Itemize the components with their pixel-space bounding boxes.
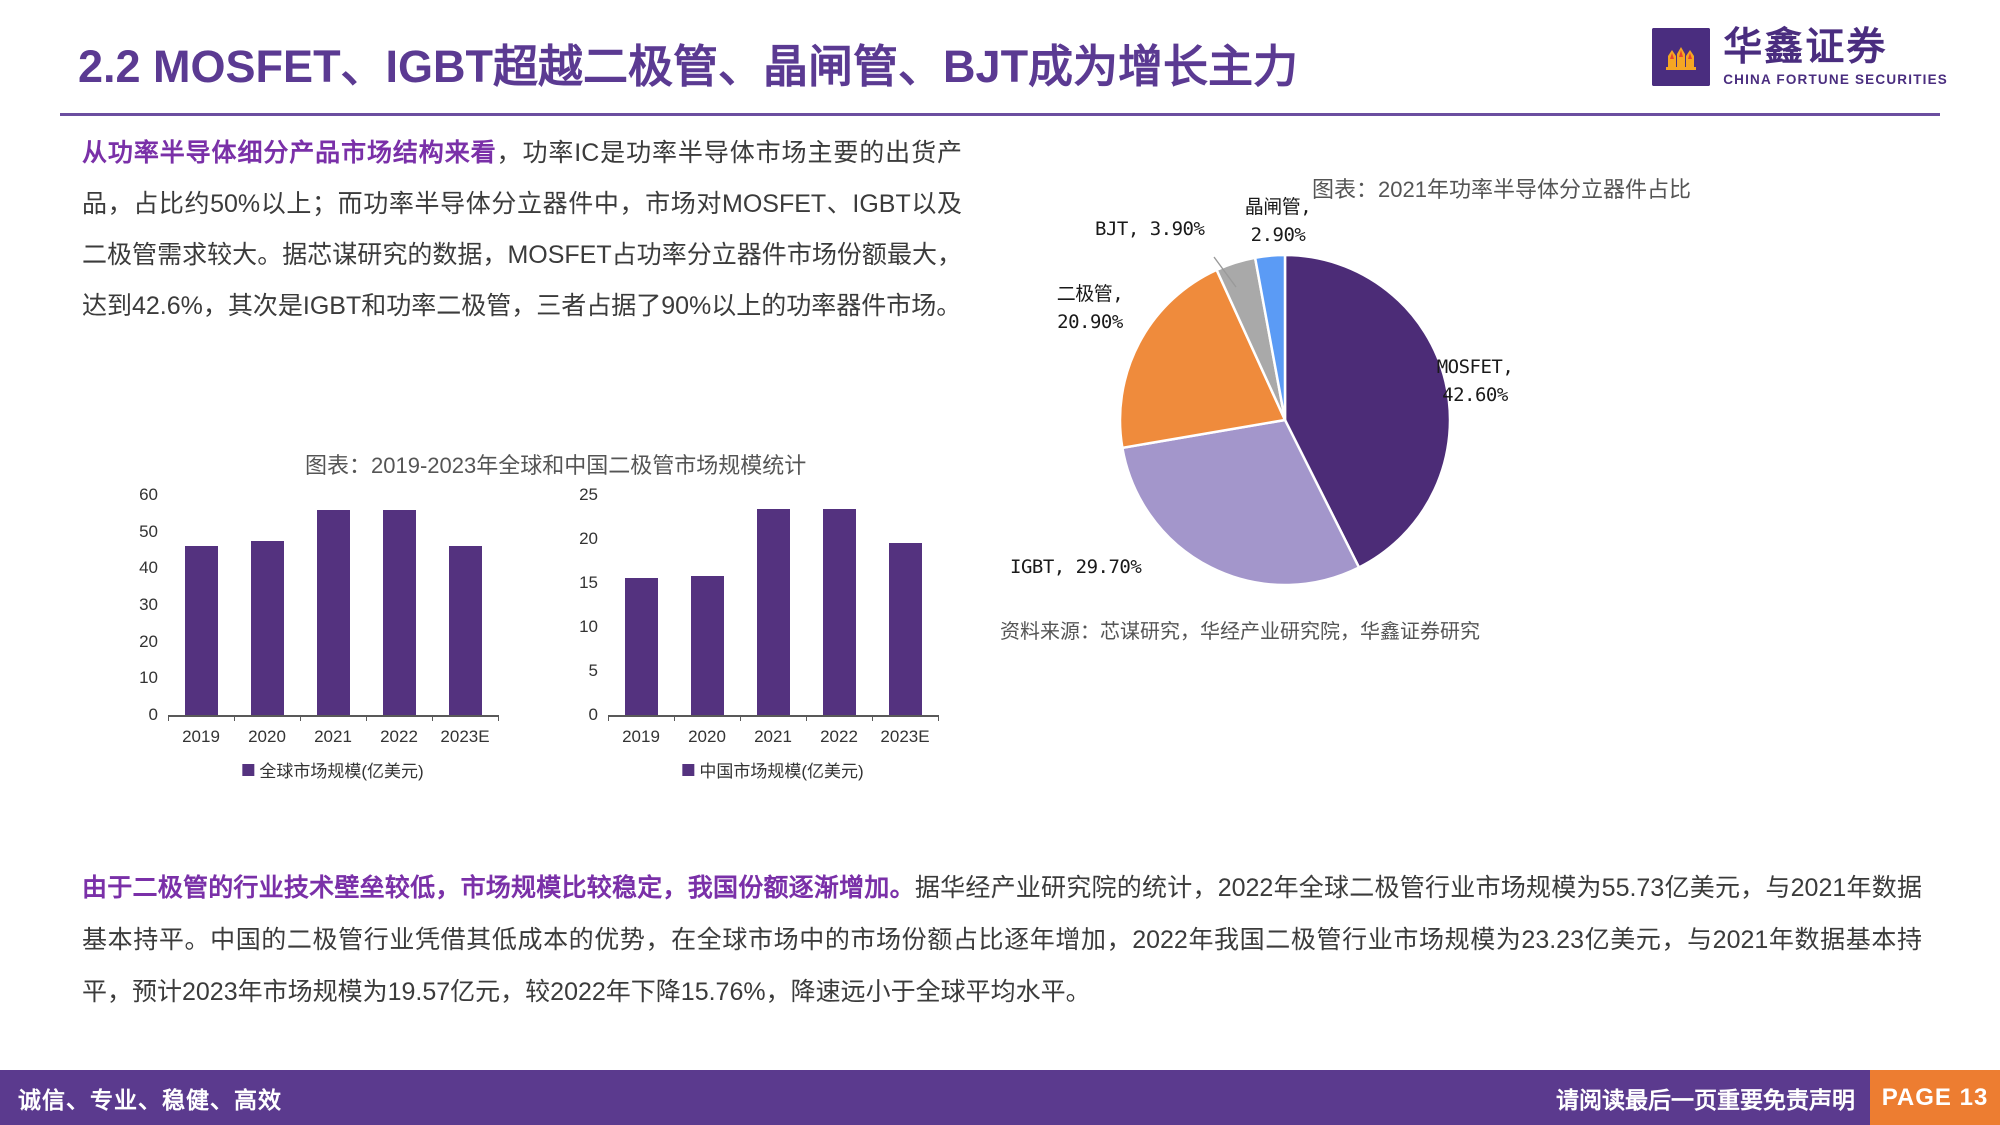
- y-axis-tick-label: 0: [588, 705, 598, 724]
- summary-paragraph-lead: 由于二极管的行业技术壁垒较低，市场规模比较稳定，我国份额逐渐增加。: [82, 874, 915, 902]
- bar: [624, 577, 658, 715]
- bar: [316, 510, 350, 715]
- logo-name-cn: 华鑫证券: [1723, 26, 1888, 69]
- x-axis-tick-label: 2019: [182, 727, 220, 746]
- pie-slice: [1253, 253, 1287, 421]
- y-axis-tick-label: 20: [139, 631, 158, 651]
- source-note: 资料来源：芯谋研究，华经产业研究院，华鑫证券研究: [1000, 621, 1480, 643]
- x-axis-line: [608, 715, 938, 717]
- company-logo: 华鑫证券 CHINA FORTUNE SECURITIES: [1652, 26, 1948, 87]
- x-axis-tick: [498, 715, 499, 721]
- bar: [690, 575, 724, 715]
- bar-charts-title: 图表：2019-2023年全球和中国二极管市场规模统计: [305, 453, 807, 478]
- y-axis-tick-label: 20: [579, 529, 598, 548]
- x-axis-tick: [608, 715, 609, 721]
- pie-slice: [1120, 418, 1361, 587]
- bar: [382, 510, 416, 715]
- pie-label-bjt: BJT, 3.90%: [1095, 218, 1205, 240]
- x-axis-tick: [168, 715, 169, 721]
- footer-bar: 诚信、专业、稳健、高效 请阅读最后一页重要免责声明 PAGE 13: [0, 1070, 2000, 1125]
- intro-paragraph: 从功率半导体细分产品市场结构来看，功率IC是功率半导体市场主要的出货产品，占比约…: [82, 128, 962, 332]
- x-axis-tick: [366, 715, 367, 721]
- header-divider: [60, 113, 1940, 116]
- y-axis-tick-label: 10: [579, 617, 598, 636]
- page-title: 2.2 MOSFET、IGBT超越二极管、晶闸管、BJT成为增长主力: [78, 41, 1299, 92]
- x-axis-tick: [872, 715, 873, 721]
- chart-legend: 中国市场规模(亿美元): [682, 757, 864, 782]
- y-axis-tick-label: 0: [148, 705, 158, 724]
- x-axis-tick-label: 2019: [622, 727, 660, 746]
- summary-paragraph-body: 据华经产业研究院的统计，2022年全球二极管行业市场规模为55.73亿美元，与2…: [82, 874, 1922, 1006]
- pie-chart-title: 图表：2021年功率半导体分立器件占比: [1312, 177, 1691, 202]
- summary-paragraph: 由于二极管的行业技术壁垒较低，市场规模比较稳定，我国份额逐渐增加。据华经产业研究…: [82, 862, 1922, 1018]
- bar-chart-global: 0 10 20 30 40 50 60 2019 2020 2021 2022 2023E 全球市场规模…: [120, 485, 550, 781]
- y-axis-tick-label: 15: [579, 573, 598, 592]
- pie-chart-svg: [1118, 253, 1452, 587]
- bar: [250, 541, 284, 715]
- y-axis-tick-label: 25: [579, 485, 598, 504]
- x-axis-tick: [806, 715, 807, 721]
- legend-swatch: [242, 763, 255, 776]
- y-axis-tick-label: 30: [139, 595, 158, 614]
- bar: [184, 545, 218, 715]
- x-axis-tick: [300, 715, 301, 721]
- legend-label: 中国市场规模(亿美元): [699, 762, 864, 781]
- pie-slice: [1118, 268, 1287, 450]
- bar: [756, 509, 790, 715]
- x-axis-tick-label: 2021: [754, 727, 792, 746]
- pie-label-mosfet: MOSFET, 42.60%: [1436, 356, 1514, 406]
- x-axis-tick-label: 2020: [248, 727, 286, 746]
- bar: [888, 542, 922, 715]
- logo-emblem-icon: [1652, 28, 1711, 87]
- intro-paragraph-lead: 从功率半导体细分产品市场结构来看: [82, 139, 497, 167]
- pie-slice: [1283, 253, 1452, 570]
- x-axis-tick-label: 2022: [380, 727, 418, 746]
- x-axis-tick: [674, 715, 675, 721]
- pie-label-igbt: IGBT, 29.70%: [1010, 556, 1142, 578]
- x-axis-tick-label: 2023E: [880, 727, 930, 746]
- y-axis-tick-label: 50: [139, 521, 158, 541]
- footer-disclaimer: 请阅读最后一页重要免责声明: [1556, 1086, 1855, 1113]
- intro-paragraph-body: ，功率IC是功率半导体市场主要的出货产品，占比约50%以上；而功率半导体分立器件…: [82, 139, 962, 320]
- x-axis-tick-label: 2021: [314, 727, 352, 746]
- logo-name-en: CHINA FORTUNE SECURITIES: [1723, 71, 1948, 87]
- pie-label-thyristor: 晶闸管, 2.90%: [1244, 196, 1312, 246]
- legend-label: 全球市场规模(亿美元): [259, 762, 424, 781]
- bar-chart-china: 0 5 10 15 20 25 2019 2020 2021 2022 2023E 中国市场规模(亿美…: [560, 485, 990, 781]
- pie-label-diode: 二极管, 20.90%: [1056, 283, 1124, 333]
- bar: [448, 546, 482, 715]
- y-axis-tick-label: 40: [139, 558, 158, 578]
- x-axis-tick: [234, 715, 235, 721]
- pie-chart-container: 晶闸管, 2.90% BJT, 3.90% 二极管, 20.90% MOSFET…: [1000, 195, 1980, 625]
- x-axis-tick: [938, 715, 939, 721]
- legend-swatch: [682, 763, 695, 776]
- footer-slogan: 诚信、专业、稳健、高效: [18, 1086, 282, 1113]
- x-axis-tick: [740, 715, 741, 721]
- x-axis-tick-label: 2022: [820, 727, 858, 746]
- y-axis-tick-label: 5: [588, 661, 598, 680]
- y-axis-tick-label: 60: [139, 485, 158, 504]
- x-axis-tick-label: 2020: [688, 727, 726, 746]
- y-axis-tick-label: 10: [139, 668, 158, 688]
- x-axis-tick: [432, 715, 433, 721]
- x-axis-tick-label: 2023E: [440, 727, 490, 746]
- chart-legend: 全球市场规模(亿美元): [242, 757, 424, 782]
- x-axis-line: [168, 715, 498, 717]
- bar: [822, 509, 856, 715]
- bar-charts-container: 0 10 20 30 40 50 60 2019 2020 2021 2022 2023E 全球市场规模…: [120, 485, 980, 781]
- pie-leader-line: [1213, 256, 1237, 288]
- page-number-badge: PAGE 13: [1870, 1070, 2000, 1125]
